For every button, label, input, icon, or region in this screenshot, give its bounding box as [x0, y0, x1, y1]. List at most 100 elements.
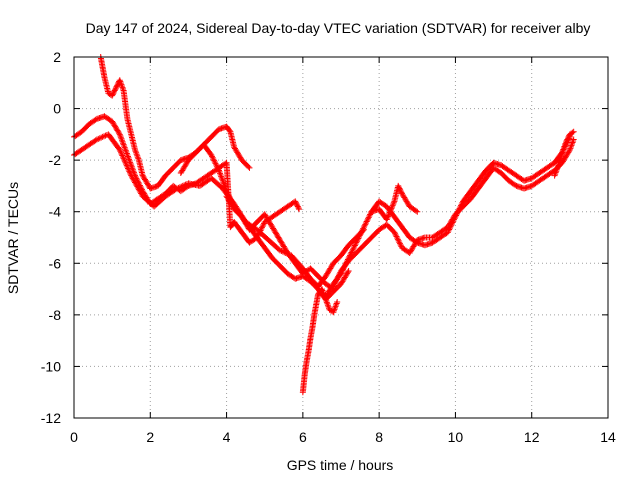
- data-point-marker: [124, 164, 131, 171]
- data-point-marker: [345, 268, 352, 275]
- data-point-marker: [99, 133, 106, 140]
- data-point-marker: [359, 226, 366, 233]
- data-point-marker: [296, 206, 303, 213]
- data-point-marker: [358, 229, 365, 236]
- data-point-marker: [118, 149, 125, 156]
- data-point-marker: [134, 152, 141, 159]
- data-point-marker: [179, 182, 186, 189]
- data-point-marker: [349, 248, 356, 255]
- data-point-marker: [554, 163, 561, 170]
- data-point-marker: [356, 234, 363, 241]
- data-point-marker: [119, 84, 126, 91]
- data-point-marker: [353, 239, 360, 246]
- data-point-marker: [118, 137, 125, 144]
- satellite-track-5: [223, 193, 337, 293]
- data-point-marker: [390, 199, 397, 206]
- data-point-marker: [293, 200, 300, 207]
- data-point-marker: [351, 242, 358, 249]
- data-point-marker: [117, 132, 124, 139]
- data-point-marker: [562, 140, 569, 147]
- data-point-marker: [123, 161, 130, 168]
- data-point-marker: [222, 185, 229, 192]
- data-point-marker: [292, 198, 299, 205]
- data-point-marker: [215, 167, 222, 174]
- data-point-marker: [560, 146, 567, 153]
- data-point-marker: [224, 189, 231, 196]
- data-point-marker: [210, 156, 217, 163]
- data-point-marker: [570, 128, 577, 135]
- x-tick-label: 2: [146, 429, 154, 445]
- data-point-marker: [358, 228, 365, 235]
- data-point-marker: [366, 212, 373, 219]
- data-point-marker: [294, 202, 301, 209]
- satellite-track-10: [551, 128, 577, 179]
- data-point-marker: [554, 165, 561, 172]
- data-point-marker: [396, 185, 403, 192]
- data-point-marker: [258, 224, 265, 231]
- data-point-marker: [561, 143, 568, 150]
- data-point-marker: [134, 154, 141, 161]
- data-point-marker: [392, 230, 399, 237]
- data-point-marker: [357, 231, 364, 238]
- satellite-track-8: [330, 136, 577, 290]
- data-point-marker: [552, 171, 559, 178]
- data-point-marker: [394, 236, 401, 243]
- data-point-marker: [292, 199, 299, 206]
- data-point-marker: [178, 183, 185, 190]
- data-point-marker: [223, 186, 230, 193]
- data-point-marker: [118, 83, 125, 90]
- data-point-marker: [335, 273, 342, 280]
- x-tick-label: 8: [375, 429, 383, 445]
- data-point-marker: [386, 209, 393, 216]
- data-point-marker: [260, 221, 267, 228]
- data-point-marker: [259, 223, 266, 230]
- axis-ticks: 0 2 4 6 8 10 12 14 2 0 -2 -4 -6 -8 -10 -12: [41, 49, 616, 445]
- data-point-marker: [112, 84, 119, 91]
- y-tick-label: -4: [49, 204, 62, 220]
- data-point-marker: [124, 151, 131, 158]
- y-tick-label: -8: [49, 307, 62, 323]
- data-point-marker: [127, 171, 134, 178]
- data-point-marker: [569, 129, 576, 136]
- data-point-marker: [356, 232, 363, 239]
- data-point-marker: [332, 303, 339, 310]
- data-point-marker: [124, 153, 131, 160]
- data-point-marker: [121, 144, 128, 151]
- data-point-marker: [564, 135, 571, 142]
- data-point-marker: [117, 134, 124, 141]
- data-point-marker: [181, 182, 188, 189]
- data-point-marker: [386, 210, 393, 217]
- data-point-marker: [182, 181, 189, 188]
- data-point-marker: [360, 224, 367, 231]
- data-point-marker: [553, 168, 560, 175]
- data-point-marker: [351, 243, 358, 250]
- data-point-marker: [218, 173, 225, 180]
- data-point-marker: [132, 146, 139, 153]
- data-point-marker: [217, 171, 224, 178]
- data-point-marker: [444, 229, 451, 236]
- data-point-marker: [362, 219, 369, 226]
- data-point-marker: [333, 276, 340, 283]
- data-point-marker: [112, 86, 119, 93]
- data-point-marker: [125, 166, 132, 173]
- data-point-marker: [132, 148, 139, 155]
- data-point-marker: [561, 142, 568, 149]
- data-point-marker: [565, 133, 572, 140]
- data-point-marker: [220, 179, 227, 186]
- data-points: [71, 54, 577, 396]
- data-point-marker: [568, 142, 575, 149]
- data-point-marker: [117, 78, 124, 85]
- data-point-marker: [122, 159, 129, 166]
- data-point-marker: [294, 203, 301, 210]
- data-point-marker: [389, 202, 396, 209]
- data-point-marker: [122, 146, 129, 153]
- data-point-marker: [110, 90, 117, 97]
- data-point-marker: [126, 169, 133, 176]
- data-point-marker: [109, 91, 116, 98]
- data-point-marker: [397, 188, 404, 195]
- data-point-marker: [344, 269, 351, 276]
- x-tick-label: 6: [299, 429, 307, 445]
- data-point-marker: [295, 204, 302, 211]
- data-point-marker: [246, 164, 253, 171]
